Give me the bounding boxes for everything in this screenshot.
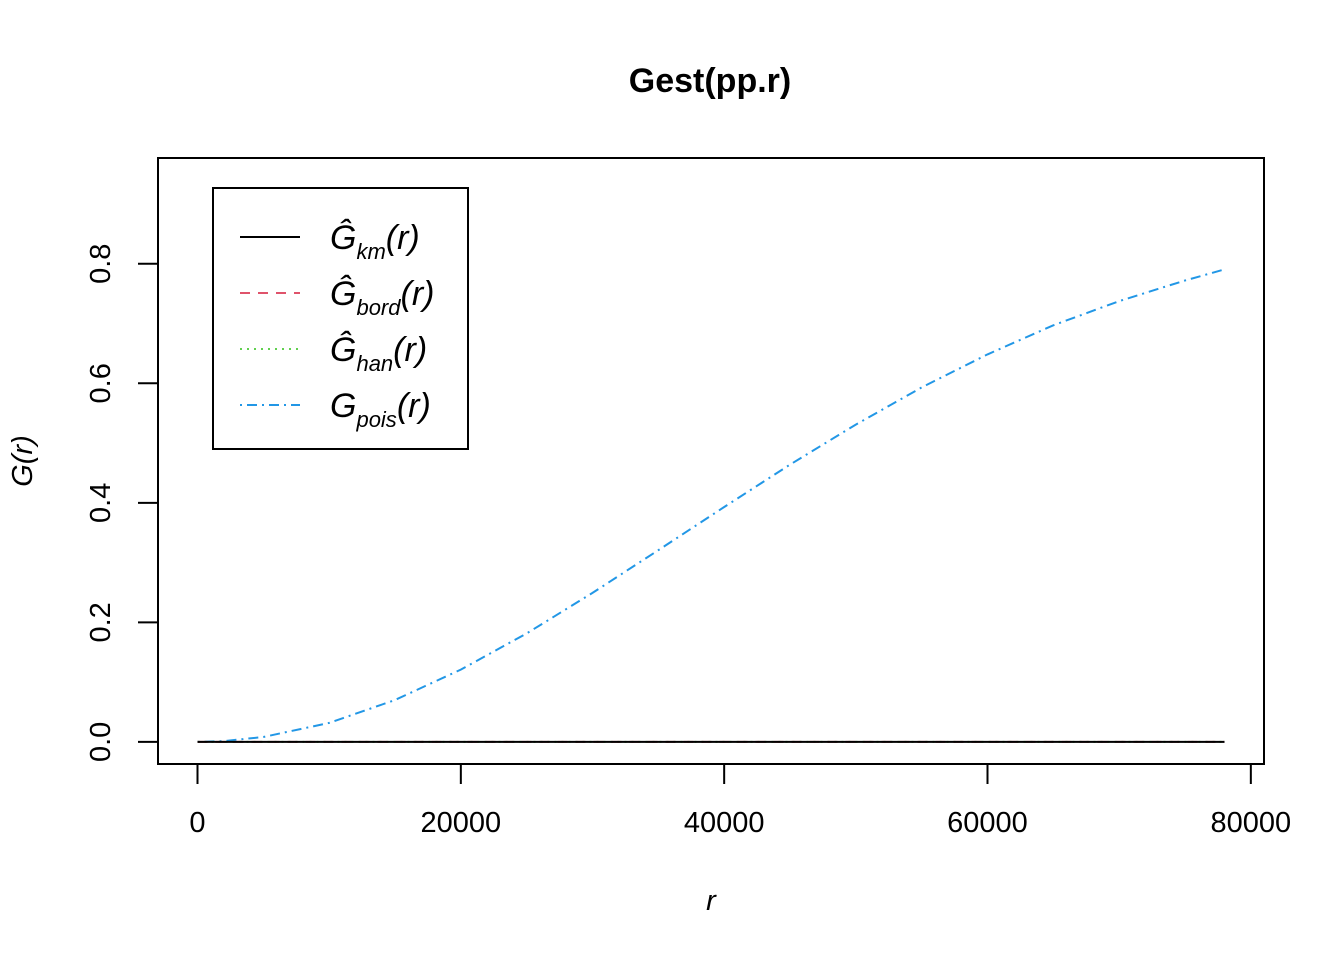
x-tick-label: 60000 [947, 807, 1028, 839]
y-tick-label: 0.6 [85, 363, 117, 403]
series-line-pois [197, 268, 1225, 743]
x-tick-label: 20000 [421, 807, 502, 839]
legend-label-km: Ĝkm(r) [330, 219, 420, 264]
x-axis-label: r [706, 885, 717, 917]
x-tick-label: 0 [189, 807, 205, 839]
y-axis-label: G(r) [7, 435, 39, 487]
y-tick-label: 0.2 [85, 602, 117, 642]
legend: Ĝkm(r) Ĝbord(r) Ĝhan(r) Gpois(r) [212, 187, 469, 450]
x-axis: 0 20000 40000 60000 80000 [189, 763, 1292, 839]
legend-label-han: Ĝhan(r) [330, 331, 427, 376]
series-layer [197, 268, 1225, 743]
y-tick-label: 0.8 [85, 244, 117, 284]
x-tick-label: 40000 [684, 807, 765, 839]
legend-label-bord: Ĝbord(r) [330, 275, 434, 320]
chart-title: Gest(pp.r) [629, 62, 791, 100]
y-tick-label: 0.0 [85, 722, 117, 762]
legend-label-pois: Gpois(r) [330, 387, 431, 432]
y-tick-label: 0.4 [85, 483, 117, 523]
x-tick-label: 80000 [1211, 807, 1292, 839]
y-axis: 0.0 0.2 0.4 0.6 0.8 [85, 244, 159, 762]
